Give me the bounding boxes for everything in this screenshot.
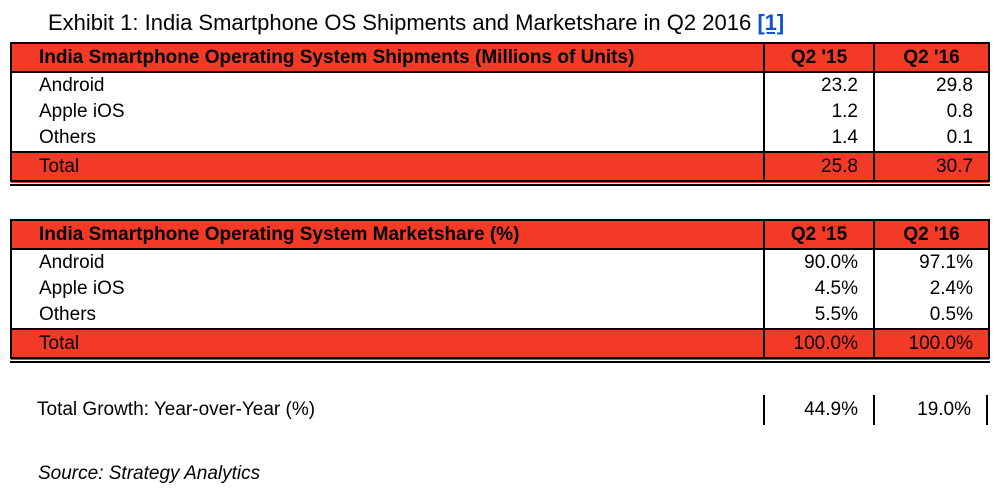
cell-value: 5.5% — [763, 302, 874, 329]
shipments-header-row: India Smartphone Operating System Shipme… — [10, 42, 990, 73]
growth-row: Total Growth: Year-over-Year (%) 44.9% 1… — [10, 395, 988, 425]
row-label-android: Android — [10, 249, 764, 276]
row-label-android: Android — [10, 72, 764, 99]
cell-value: 29.8 — [873, 72, 990, 99]
source-attribution: Source: Strategy Analytics — [38, 463, 261, 484]
marketshare-table-title: India Smartphone Operating System Market… — [10, 219, 764, 250]
table-row: Others 1.4 0.1 — [10, 125, 990, 152]
column-header-q216: Q2 '16 — [873, 42, 990, 73]
total-row: Total 25.8 30.7 — [10, 151, 990, 186]
growth-row-label: Total Growth: Year-over-Year (%) — [37, 399, 316, 420]
cell-value: 97.1% — [873, 249, 990, 276]
total-row-label: Total — [10, 151, 764, 186]
exhibit-title-text: Exhibit 1: India Smartphone OS Shipments… — [48, 10, 752, 35]
column-header-q215: Q2 '15 — [763, 42, 874, 73]
cell-value: 0.8 — [873, 99, 990, 125]
table-row: Others 5.5% 0.5% — [10, 302, 990, 329]
total-row-label: Total — [10, 328, 764, 363]
row-label-others: Others — [10, 125, 764, 152]
cell-value: 23.2 — [763, 72, 874, 99]
total-cell-value: 100.0% — [873, 328, 990, 363]
total-cell-value: 100.0% — [763, 328, 874, 363]
column-header-q216: Q2 '16 — [873, 219, 990, 250]
reference-link[interactable]: [1] — [757, 10, 785, 35]
table-row: Android 90.0% 97.1% — [10, 249, 990, 276]
cell-value: 1.2 — [763, 99, 874, 125]
cell-value: 0.1 — [873, 125, 990, 152]
shipments-table-title: India Smartphone Operating System Shipme… — [10, 42, 764, 73]
total-cell-value: 25.8 — [763, 151, 874, 186]
table-row: Android 23.2 29.8 — [10, 72, 990, 99]
total-row: Total 100.0% 100.0% — [10, 328, 990, 363]
growth-value-q216: 19.0% — [873, 395, 988, 425]
marketshare-table: India Smartphone Operating System Market… — [10, 219, 990, 363]
row-label-apple-ios: Apple iOS — [10, 99, 764, 125]
row-label-others: Others — [10, 302, 764, 329]
shipments-table: India Smartphone Operating System Shipme… — [10, 42, 990, 186]
exhibit-title: Exhibit 1: India Smartphone OS Shipments… — [48, 0, 1000, 36]
table-row: Apple iOS 4.5% 2.4% — [10, 276, 990, 302]
cell-value: 2.4% — [873, 276, 990, 302]
marketshare-header-row: India Smartphone Operating System Market… — [10, 219, 990, 250]
growth-value-q215: 44.9% — [763, 395, 873, 425]
table-row: Apple iOS 1.2 0.8 — [10, 99, 990, 125]
total-cell-value: 30.7 — [873, 151, 990, 186]
column-header-q215: Q2 '15 — [763, 219, 874, 250]
cell-value: 1.4 — [763, 125, 874, 152]
cell-value: 4.5% — [763, 276, 874, 302]
cell-value: 0.5% — [873, 302, 990, 329]
cell-value: 90.0% — [763, 249, 874, 276]
row-label-apple-ios: Apple iOS — [10, 276, 764, 302]
